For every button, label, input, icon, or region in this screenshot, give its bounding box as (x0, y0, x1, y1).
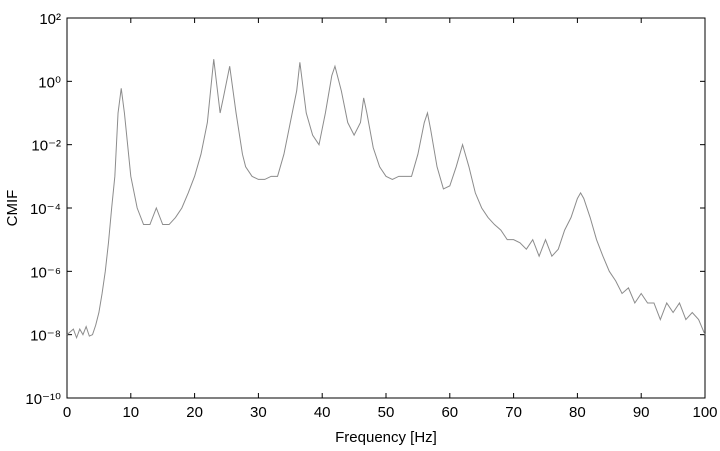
x-tick-label: 80 (569, 404, 586, 421)
plot-frame (66, 17, 706, 399)
y-axis-label: CMIF (4, 190, 21, 227)
y-tick-label: 10⁻² (31, 138, 61, 155)
x-tick-label: 40 (314, 404, 331, 421)
x-tick-label: 10 (122, 404, 139, 421)
y-tick-label: 10⁻⁶ (30, 264, 61, 281)
y-tick-label: 10² (39, 11, 61, 28)
data-line (66, 59, 706, 340)
y-tick-label: 10⁻⁴ (30, 201, 61, 218)
x-tick-label: 30 (250, 404, 267, 421)
x-tick-label: 90 (633, 404, 650, 421)
y-tick-label: 10⁰ (38, 74, 61, 91)
y-tick-label: 10⁻⁸ (30, 328, 61, 345)
y-tick-label: 10⁻¹⁰ (25, 391, 61, 408)
x-tick-label: 50 (378, 404, 395, 421)
x-axis-label: Frequency [Hz] (335, 429, 437, 446)
x-tick-label: 20 (186, 404, 203, 421)
x-tick-label: 60 (441, 404, 458, 421)
x-tick-label: 0 (63, 404, 71, 421)
x-tick-label: 70 (505, 404, 522, 421)
x-tick-label: 100 (692, 404, 717, 421)
